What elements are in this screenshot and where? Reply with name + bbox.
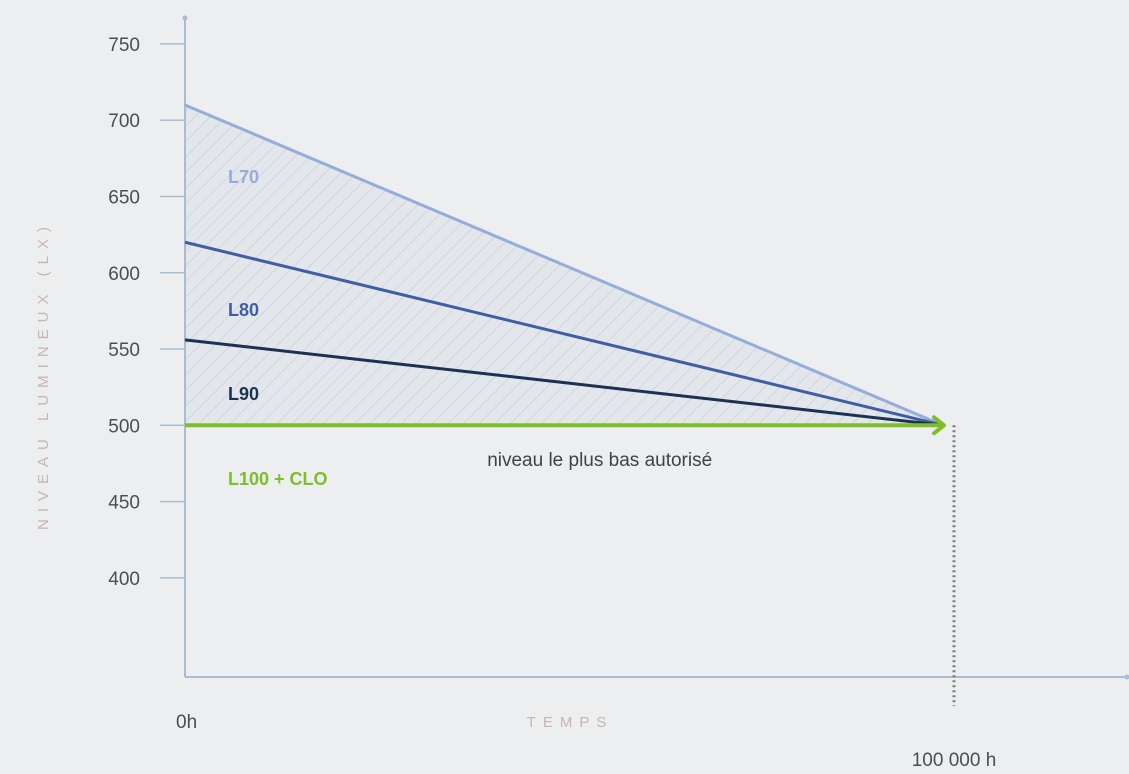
series-label-l80: L80 bbox=[228, 300, 259, 320]
y-tick-label-650: 650 bbox=[108, 187, 140, 208]
y-tick-label-750: 750 bbox=[108, 35, 140, 56]
annotation-lowest-level: niveau le plus bas autorisé bbox=[487, 450, 712, 471]
y-tick-label-500: 500 bbox=[108, 416, 140, 437]
series-label-l90: L90 bbox=[228, 384, 259, 404]
y-tick-label-450: 450 bbox=[108, 493, 140, 514]
series-line-l80 bbox=[184, 240, 944, 427]
floor-line-arrowhead bbox=[932, 415, 946, 436]
x-axis-title: TEMPS bbox=[527, 714, 614, 731]
y-tick-label-600: 600 bbox=[108, 264, 140, 285]
x-tick-label-end: 100 000 h bbox=[912, 750, 997, 771]
y-axis-end-dot bbox=[182, 15, 188, 21]
y-axis-title: NIVEAU LUMINEUX (LX) bbox=[35, 220, 52, 530]
y-tick-label-700: 700 bbox=[108, 111, 140, 132]
series-line-l90 bbox=[184, 338, 944, 427]
series-line-l70 bbox=[184, 103, 944, 427]
x-axis-end-dot bbox=[1124, 674, 1129, 680]
y-tick-label-550: 550 bbox=[108, 340, 140, 361]
x-tick-label-start: 0h bbox=[176, 712, 197, 733]
series-label-l100-clo: L100 + CLO bbox=[228, 469, 328, 489]
y-tick-label-400: 400 bbox=[108, 569, 140, 590]
series-label-l70: L70 bbox=[228, 167, 259, 187]
